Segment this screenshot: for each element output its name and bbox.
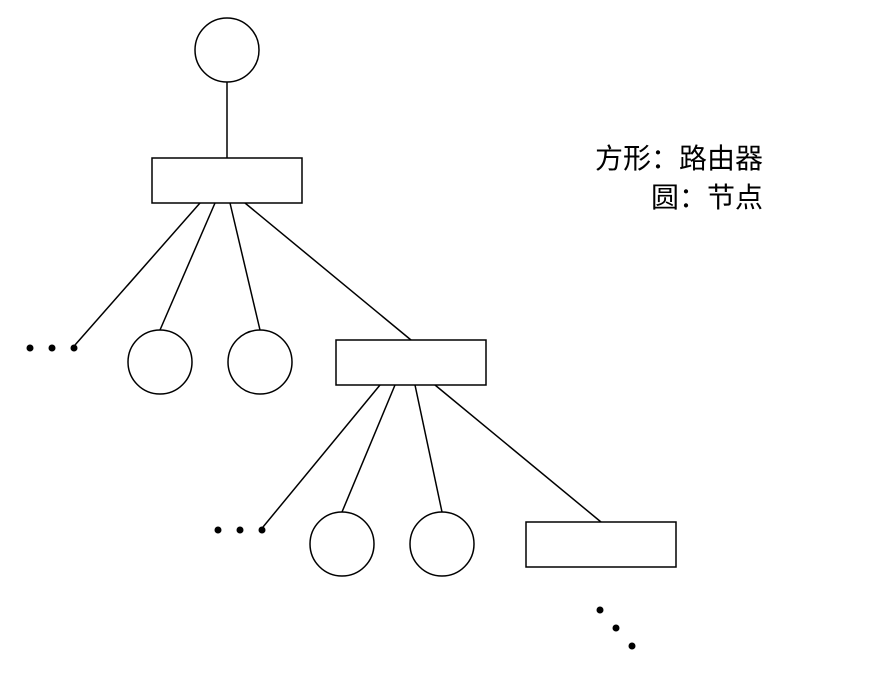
node-circle bbox=[128, 330, 192, 394]
ellipsis bbox=[27, 345, 78, 352]
edge bbox=[245, 203, 411, 340]
edge bbox=[75, 203, 200, 345]
node-circle bbox=[195, 18, 259, 82]
tree-diagram bbox=[0, 0, 873, 684]
node-router bbox=[336, 340, 486, 385]
edge bbox=[160, 203, 215, 330]
legend-circle-label: 圆：节点 bbox=[595, 179, 763, 218]
ellipsis bbox=[597, 607, 636, 650]
legend-square-label: 方形：路由器 bbox=[595, 140, 763, 179]
edge bbox=[415, 385, 442, 512]
node-circle bbox=[410, 512, 474, 576]
edge bbox=[230, 203, 260, 330]
node-router bbox=[526, 522, 676, 567]
edge bbox=[342, 385, 395, 512]
diagram-svg bbox=[0, 0, 873, 684]
legend-block: 方形：路由器 圆：节点 bbox=[595, 140, 763, 218]
node-router bbox=[152, 158, 302, 203]
node-circle bbox=[310, 512, 374, 576]
node-circle bbox=[228, 330, 292, 394]
edge bbox=[263, 385, 380, 527]
edge bbox=[435, 385, 601, 522]
ellipsis bbox=[215, 527, 266, 534]
